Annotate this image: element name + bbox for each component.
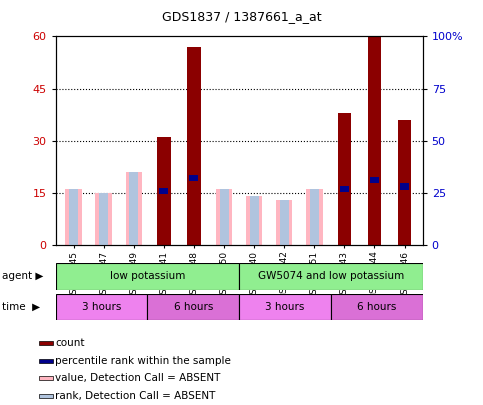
Bar [189, 175, 199, 181]
Bar [39, 358, 53, 362]
Bar [96, 193, 112, 245]
Text: value, Detection Call = ABSENT: value, Detection Call = ABSENT [56, 373, 221, 383]
Bar [65, 190, 82, 245]
Bar [280, 200, 289, 245]
Bar [310, 190, 319, 245]
Bar [246, 196, 262, 245]
Bar [276, 200, 293, 245]
Text: GDS1837 / 1387661_a_at: GDS1837 / 1387661_a_at [162, 10, 321, 23]
Bar [331, 294, 423, 320]
Bar [39, 376, 53, 380]
Bar [239, 263, 423, 290]
Bar [56, 263, 239, 290]
Bar [370, 177, 379, 183]
Text: 6 hours: 6 hours [357, 302, 397, 312]
Bar [159, 188, 169, 194]
Bar [39, 341, 53, 345]
Bar [338, 113, 351, 245]
Bar [39, 394, 53, 398]
Bar [69, 190, 78, 245]
Text: low potassium: low potassium [110, 271, 185, 281]
Bar [157, 137, 170, 245]
Bar [147, 294, 239, 320]
Text: percentile rank within the sample: percentile rank within the sample [56, 356, 231, 366]
Bar [216, 190, 232, 245]
Bar [56, 294, 147, 320]
Bar [398, 120, 412, 245]
Text: agent ▶: agent ▶ [2, 271, 44, 281]
Bar [239, 294, 331, 320]
Bar [250, 196, 258, 245]
Bar [400, 183, 409, 190]
Bar [306, 190, 323, 245]
Text: count: count [56, 338, 85, 348]
Bar [99, 193, 108, 245]
Bar [368, 36, 381, 245]
Text: 3 hours: 3 hours [82, 302, 121, 312]
Bar [129, 172, 138, 245]
Bar [340, 185, 349, 192]
Text: 6 hours: 6 hours [173, 302, 213, 312]
Text: 3 hours: 3 hours [265, 302, 305, 312]
Bar [187, 47, 201, 245]
Text: rank, Detection Call = ABSENT: rank, Detection Call = ABSENT [56, 391, 216, 401]
Bar [220, 190, 228, 245]
Bar [126, 172, 142, 245]
Text: time  ▶: time ▶ [2, 302, 41, 312]
Text: GW5074 and low potassium: GW5074 and low potassium [258, 271, 404, 281]
